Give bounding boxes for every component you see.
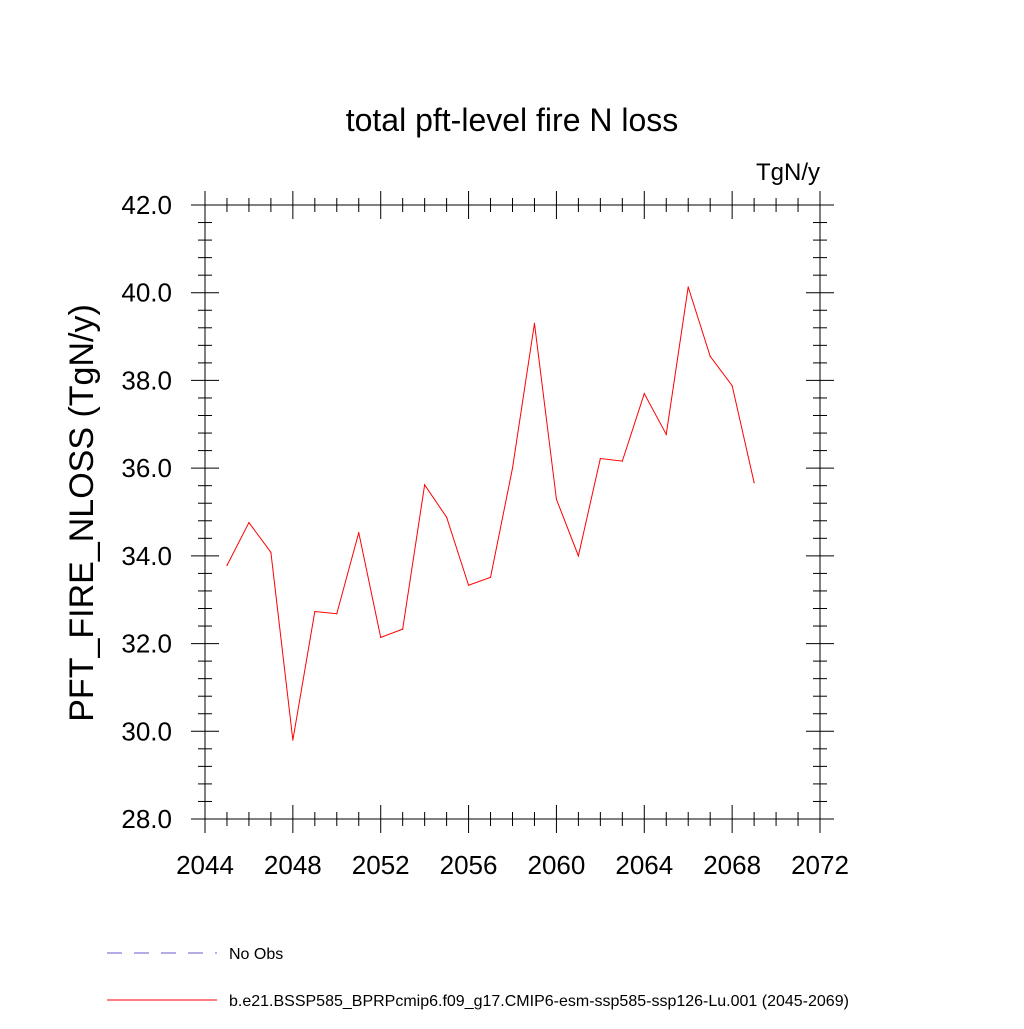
data-point bbox=[446, 516, 448, 518]
y-tick-label: 28.0 bbox=[121, 804, 172, 834]
data-point bbox=[621, 460, 623, 462]
data-point bbox=[555, 498, 558, 500]
y-tick-label: 32.0 bbox=[121, 629, 172, 659]
data-point bbox=[424, 484, 426, 486]
data-point bbox=[599, 457, 601, 460]
data-point bbox=[467, 584, 470, 586]
data-point bbox=[358, 532, 360, 534]
data-point bbox=[731, 385, 733, 387]
y-tick-label: 30.0 bbox=[121, 716, 172, 746]
x-tick-label: 2060 bbox=[528, 850, 586, 880]
x-tick-label: 2068 bbox=[703, 850, 761, 880]
units-label: TgN/y bbox=[756, 159, 820, 186]
legend-label: No Obs bbox=[229, 946, 283, 963]
data-point bbox=[292, 739, 294, 741]
data-point bbox=[226, 564, 228, 567]
data-point bbox=[687, 286, 689, 288]
data-point bbox=[380, 636, 382, 639]
x-tick-label: 2052 bbox=[352, 850, 410, 880]
data-point bbox=[270, 551, 272, 553]
data-point bbox=[336, 613, 338, 615]
data-point bbox=[402, 628, 404, 630]
data-point bbox=[489, 576, 492, 578]
y-tick-label: 34.0 bbox=[121, 541, 172, 571]
data-point bbox=[753, 482, 755, 484]
x-tick-label: 2072 bbox=[791, 850, 849, 880]
y-axis-label: PFT_FIRE_NLOSS (TgN/y) bbox=[63, 304, 101, 722]
data-point bbox=[665, 433, 667, 435]
legend: No Obs b.e21.BSSP585_BPRPcmip6.f09_g17.CM… bbox=[107, 946, 849, 1010]
axis-tick-labels: 2044 2048 2052 2056 2060 2064 2068 2072 28.0 30.0… bbox=[121, 190, 849, 880]
chart-title: total pft-level fire N loss bbox=[346, 102, 679, 138]
x-tick-label: 2048 bbox=[264, 850, 322, 880]
y-tick-label: 36.0 bbox=[121, 453, 172, 483]
data-point bbox=[577, 555, 579, 557]
data-point bbox=[709, 355, 711, 357]
series-line-0 bbox=[226, 286, 755, 741]
x-tick-label: 2056 bbox=[440, 850, 498, 880]
series-layer bbox=[226, 286, 755, 741]
plot-frame bbox=[204, 204, 821, 820]
y-tick-label: 42.0 bbox=[121, 190, 172, 220]
y-tick-label: 40.0 bbox=[121, 278, 172, 308]
legend-label: b.e21.BSSP585_BPRPcmip6.f09_g17.CMIP6-es… bbox=[229, 993, 849, 1010]
data-point bbox=[533, 322, 536, 325]
data-point bbox=[643, 392, 645, 395]
data-point bbox=[314, 610, 316, 613]
y-tick-label: 38.0 bbox=[121, 365, 172, 395]
x-tick-label: 2064 bbox=[615, 850, 673, 880]
data-point bbox=[511, 467, 514, 469]
x-tick-label: 2044 bbox=[176, 850, 234, 880]
data-point bbox=[248, 521, 250, 524]
axis-ticks bbox=[191, 191, 834, 833]
